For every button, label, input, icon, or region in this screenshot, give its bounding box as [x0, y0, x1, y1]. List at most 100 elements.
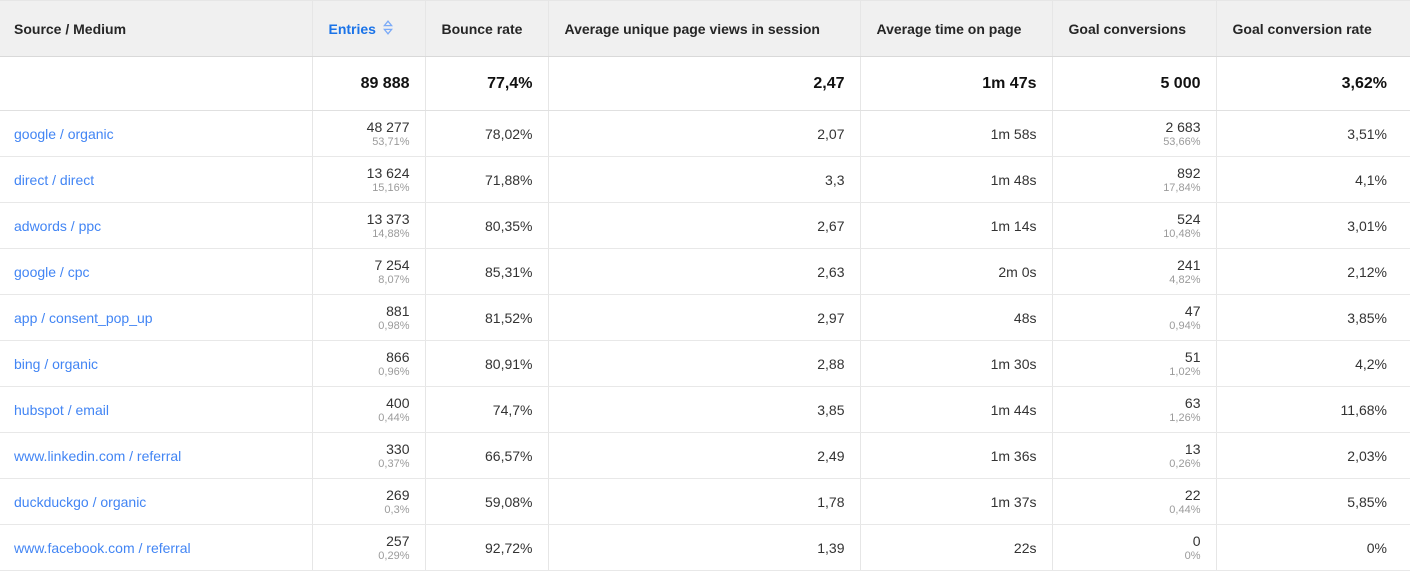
source-medium-link[interactable]: google / organic: [14, 125, 114, 142]
goal-conversions-percent: 4,82%: [1169, 274, 1201, 286]
goal-conversions-value: 63: [1184, 395, 1201, 411]
avg-unique-page-views-cell: 1,78: [547, 478, 860, 525]
goal-conversion-rate-cell: 3,85%: [1215, 294, 1410, 341]
goal-conversions-percent: 0,94%: [1169, 320, 1201, 332]
goal-conversions-cell: 47 0,94%: [1051, 294, 1216, 341]
entries-cell: 257 0,29%: [311, 524, 425, 571]
goal-conversions-percent: 0%: [1184, 550, 1201, 562]
source-medium-cell: google / organic: [0, 110, 312, 157]
source-medium-link[interactable]: duckduckgo / organic: [14, 493, 147, 510]
avg-time-on-page-value: 1m 14s: [990, 217, 1037, 234]
bounce-rate-value: 74,7%: [492, 401, 533, 418]
goal-conversion-rate-value: 4,2%: [1355, 355, 1387, 372]
source-medium-link[interactable]: app / consent_pop_up: [14, 309, 153, 326]
avg-time-on-page-cell: 48s: [859, 294, 1052, 341]
goal-conversions-cell: 241 4,82%: [1051, 248, 1216, 295]
entries-value: 330: [386, 441, 410, 457]
column-header-bounce-rate[interactable]: Bounce rate: [424, 0, 548, 57]
entries-value: 866: [386, 349, 410, 365]
bounce-rate-cell: 59,08%: [424, 478, 548, 525]
entries-value: 48 277: [366, 119, 410, 135]
entries-value: 269: [386, 487, 410, 503]
goal-conversion-rate-cell: 0%: [1215, 524, 1410, 571]
source-medium-link[interactable]: hubspot / email: [14, 401, 109, 418]
entries-cell: 269 0,3%: [311, 478, 425, 525]
goal-conversions-percent: 10,48%: [1163, 228, 1201, 240]
table-row: direct / direct 13 624 15,16% 71,88% 3,3 1m 4…: [0, 156, 1410, 203]
totals-avg-unique-page-views: 2,47: [547, 56, 860, 111]
source-medium-cell: google / cpc: [0, 248, 312, 295]
entries-cell: 13 373 14,88%: [311, 202, 425, 249]
entries-percent: 53,71%: [372, 136, 410, 148]
entries-cell: 330 0,37%: [311, 432, 425, 479]
entries-percent: 0,44%: [378, 412, 410, 424]
totals-entries: 89 888: [311, 56, 425, 111]
source-medium-link[interactable]: google / cpc: [14, 263, 90, 280]
goal-conversion-rate-cell: 2,12%: [1215, 248, 1410, 295]
column-header-goal-conversions[interactable]: Goal conversions: [1051, 0, 1216, 57]
source-medium-link[interactable]: www.linkedin.com / referral: [14, 447, 182, 464]
goal-conversion-rate-cell: 3,51%: [1215, 110, 1410, 157]
goal-conversions-cell: 2 683 53,66%: [1051, 110, 1216, 157]
avg-unique-page-views-value: 2,07: [817, 125, 845, 142]
table-row: www.linkedin.com / referral 330 0,37% 66,57…: [0, 432, 1410, 479]
entries-cell: 866 0,96%: [311, 340, 425, 387]
avg-unique-page-views-cell: 2,88: [547, 340, 860, 387]
totals-goal-conversions: 5 000: [1051, 56, 1216, 111]
entries-percent: 8,07%: [378, 274, 410, 286]
column-header-avg-time-on-page[interactable]: Average time on page: [859, 0, 1052, 57]
entries-value: 13 373: [366, 211, 410, 227]
source-medium-link[interactable]: www.facebook.com / referral: [14, 539, 191, 556]
source-medium-link[interactable]: direct / direct: [14, 171, 95, 188]
avg-unique-page-views-value: 2,88: [817, 355, 845, 372]
table-row: google / cpc 7 254 8,07% 85,31% 2,63 2m 0s 241…: [0, 248, 1410, 295]
goal-conversions-value: 2 683: [1165, 119, 1201, 135]
avg-unique-page-views-cell: 3,3: [547, 156, 860, 203]
bounce-rate-cell: 74,7%: [424, 386, 548, 433]
goal-conversion-rate-value: 0%: [1366, 539, 1387, 556]
table-row: adwords / ppc 13 373 14,88% 80,35% 2,67 1m 14…: [0, 202, 1410, 249]
source-medium-cell: app / consent_pop_up: [0, 294, 312, 341]
source-medium-cell: duckduckgo / organic: [0, 478, 312, 525]
table-row: hubspot / email 400 0,44% 74,7% 3,85 1m 44s 63…: [0, 386, 1410, 433]
avg-time-on-page-cell: 1m 44s: [859, 386, 1052, 433]
goal-conversions-value: 22: [1184, 487, 1201, 503]
column-header-source-medium[interactable]: Source / Medium: [0, 0, 312, 57]
sort-updown-icon[interactable]: [382, 19, 393, 38]
totals-row: 89 888 77,4% 2,47 1m 47s 5 000 3,62%: [0, 56, 1410, 111]
entries-value: 7 254: [374, 257, 410, 273]
avg-time-on-page-value: 22s: [1013, 539, 1037, 556]
entries-cell: 881 0,98%: [311, 294, 425, 341]
avg-unique-page-views-cell: 2,07: [547, 110, 860, 157]
source-medium-cell: www.facebook.com / referral: [0, 524, 312, 571]
avg-unique-page-views-cell: 2,63: [547, 248, 860, 295]
column-header-avg-unique-page-views[interactable]: Average unique page views in session: [547, 0, 860, 57]
table-row: app / consent_pop_up 881 0,98% 81,52% 2,97 48…: [0, 294, 1410, 341]
entries-percent: 0,98%: [378, 320, 410, 332]
goal-conversion-rate-value: 3,85%: [1347, 309, 1387, 326]
bounce-rate-cell: 85,31%: [424, 248, 548, 295]
totals-source-cell: [0, 56, 312, 111]
goal-conversion-rate-cell: 3,01%: [1215, 202, 1410, 249]
avg-time-on-page-value: 1m 36s: [990, 447, 1037, 464]
entries-percent: 14,88%: [372, 228, 410, 240]
column-header-goal-conversion-rate[interactable]: Goal conversion rate: [1215, 0, 1410, 57]
source-medium-link[interactable]: adwords / ppc: [14, 217, 102, 234]
avg-unique-page-views-value: 2,97: [817, 309, 845, 326]
source-medium-link[interactable]: bing / organic: [14, 355, 99, 372]
totals-goal-conversion-rate: 3,62%: [1215, 56, 1410, 111]
avg-time-on-page-value: 48s: [1013, 309, 1037, 326]
avg-unique-page-views-cell: 2,49: [547, 432, 860, 479]
goal-conversions-cell: 51 1,02%: [1051, 340, 1216, 387]
entries-percent: 0,29%: [378, 550, 410, 562]
source-medium-cell: bing / organic: [0, 340, 312, 387]
column-header-entries[interactable]: Entries: [311, 0, 425, 57]
avg-time-on-page-value: 1m 30s: [990, 355, 1037, 372]
goal-conversions-value: 13: [1184, 441, 1201, 457]
goal-conversion-rate-cell: 4,2%: [1215, 340, 1410, 387]
bounce-rate-value: 78,02%: [485, 125, 533, 142]
goal-conversion-rate-cell: 5,85%: [1215, 478, 1410, 525]
avg-unique-page-views-value: 3,3: [825, 171, 845, 188]
goal-conversions-percent: 0,44%: [1169, 504, 1201, 516]
bounce-rate-cell: 81,52%: [424, 294, 548, 341]
